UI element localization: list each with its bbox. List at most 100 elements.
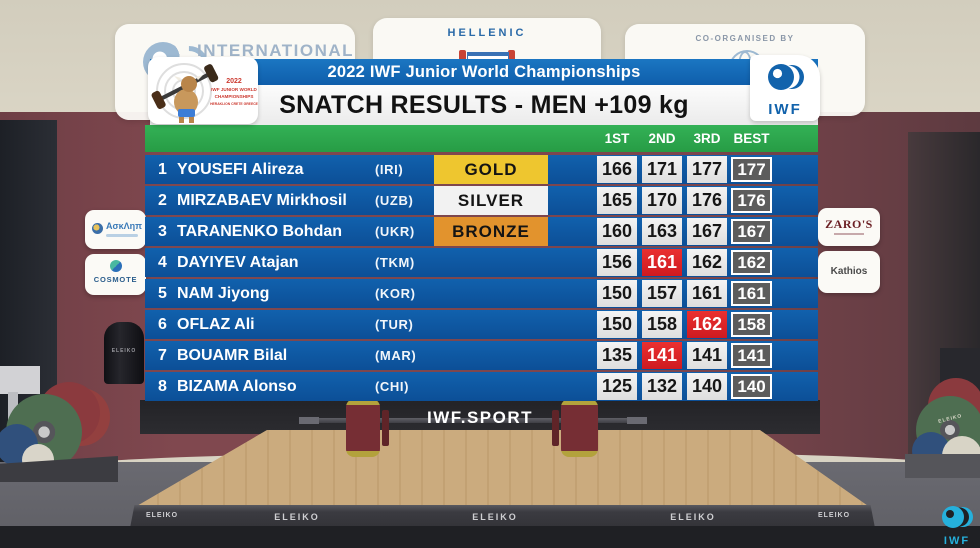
attempt-cell: 125 [597, 373, 637, 400]
best-cell: 162 [731, 250, 772, 275]
asklepios-icon [92, 223, 103, 234]
result-row: 2 MIRZABAEV Mirkhosil (UZB) SILVER 165 170 176… [145, 186, 818, 215]
attempt-cell: 158 [642, 311, 682, 338]
athlete-name: 7 BOUAMR Bilal [158, 341, 287, 370]
athlete-rank: 7 [158, 347, 167, 364]
athlete-country: (UKR) [375, 224, 415, 239]
attempt-cell: 170 [642, 187, 682, 214]
iwf-logo-icon [768, 64, 804, 90]
sponsor-label: COSMOTE [93, 275, 138, 284]
mascot-line: HERAKLION CRETE GREECE [210, 102, 258, 106]
attempt-cell: 141 [687, 342, 727, 369]
banner-coorganised-title: CO-ORGANISED BY [695, 34, 795, 43]
iwf-watermark-label: IWF [943, 535, 971, 547]
column-header-2nd: 2ND [648, 131, 676, 146]
athlete-country: (MAR) [375, 348, 417, 363]
result-row: 7 BOUAMR Bilal (MAR) 135 141 141 141 [145, 341, 818, 370]
speaker: ELEIKO [104, 322, 144, 384]
column-header-1st: 1ST [604, 131, 630, 146]
attempt-cell: 161 [642, 249, 682, 276]
athlete-name: 2 MIRZABAEV Mirkhosil [158, 186, 347, 215]
results-rows: 1 YOUSEFI Alireza (IRI) GOLD 166 171 177 177 2 MI… [145, 155, 818, 403]
mascot-logo-card: 2022 IWF JUNIOR WORLD CHAMPIONSHIPS HERA… [148, 57, 258, 124]
attempt-cell: 157 [642, 280, 682, 307]
attempt-cell: 177 [687, 156, 727, 183]
column-header-bar: 1ST 2ND 3RD BEST [145, 125, 818, 152]
result-row: 4 DAYIYEV Atajan (TKM) 156 161 162 162 [145, 248, 818, 277]
letterbox-bar [0, 526, 980, 548]
athlete-rank: 6 [158, 316, 167, 333]
mascot-line: CHAMPIONSHIPS [215, 94, 254, 99]
iwf-card-label: IWF [768, 101, 802, 118]
attempt-cell: 156 [597, 249, 637, 276]
platform-brand: ELEIKO [145, 512, 179, 519]
column-header-best: BEST [733, 131, 770, 146]
medal-badge: GOLD [434, 155, 548, 184]
athlete-name: 8 BIZAMA Alonso [158, 372, 297, 401]
athlete-rank: 3 [158, 223, 167, 240]
sponsor-card-zaros: ZARO'S [818, 208, 880, 246]
athlete-country: (IRI) [375, 162, 404, 177]
attempt-cell: 162 [687, 249, 727, 276]
sponsor-subline [834, 233, 864, 235]
sponsor-label: ΑσκΛηπ [106, 221, 143, 231]
barbell-sleeve [299, 417, 319, 424]
barbell-bar [318, 418, 628, 423]
athlete-name: 4 DAYIYEV Atajan [158, 248, 299, 277]
attempt-cell: 165 [597, 187, 637, 214]
athlete-rank: 4 [158, 254, 167, 271]
athlete-name: 1 YOUSEFI Alireza [158, 155, 304, 184]
mascot-line: IWF JUNIOR WORLD [211, 87, 257, 92]
platform-brand: ELEIKO [670, 512, 716, 522]
barbell-plate [346, 399, 380, 457]
attempt-cell: 140 [687, 373, 727, 400]
athlete-rank: 8 [158, 378, 167, 395]
best-cell: 140 [731, 374, 772, 399]
result-row: 3 TARANENKO Bohdan (UKR) BRONZE 160 163 167 167 [145, 217, 818, 246]
athlete-country: (UZB) [375, 193, 414, 208]
attempt-cell: 163 [642, 218, 682, 245]
barbell-sleeve [627, 417, 647, 424]
best-cell: 176 [731, 188, 772, 213]
attempt-cell: 160 [597, 218, 637, 245]
attempt-cell: 150 [597, 280, 637, 307]
platform-front-edge: ELEIKO ELEIKO ELEIKO ELEIKO ELEIKO [130, 505, 875, 528]
athlete-name: 3 TARANENKO Bohdan [158, 217, 342, 246]
barbell-plate [561, 399, 598, 457]
sponsor-card-kathios: Kathios [818, 251, 880, 293]
mascot-line-year: 2022 [226, 78, 242, 85]
result-row: 8 BIZAMA Alonso (CHI) 125 132 140 140 [145, 372, 818, 401]
competition-bar: 2022 IWF Junior World Championships [150, 59, 818, 85]
athlete-country: (CHI) [375, 379, 410, 394]
platform-brand: ELEIKO [817, 512, 851, 519]
best-cell: 161 [731, 281, 772, 306]
attempt-cell: 176 [687, 187, 727, 214]
sponsor-label: Kathios [830, 266, 868, 277]
attempt-cell: 161 [687, 280, 727, 307]
results-title: SNATCH RESULTS - MEN +109 kg [150, 85, 818, 125]
best-cell: 141 [731, 343, 772, 368]
medal-badge: SILVER [434, 186, 548, 215]
plate-rack [905, 454, 980, 478]
athlete-name: 5 NAM Jiyong [158, 279, 269, 308]
sponsor-label: ZARO'S [825, 217, 873, 231]
sponsor-card-cosmote: COSMOTE [85, 254, 146, 295]
athlete-rank: 2 [158, 192, 167, 209]
banner-hellenic-title: HELLENIC [447, 27, 527, 39]
barbell-collar [382, 410, 389, 446]
best-cell: 167 [731, 219, 772, 244]
iwf-logo-card: IWF [750, 55, 820, 121]
attempt-cell: 167 [687, 218, 727, 245]
iwf-watermark: IWF [934, 502, 980, 548]
athlete-rank: 1 [158, 161, 167, 178]
attempt-cell: 150 [597, 311, 637, 338]
best-cell: 158 [731, 312, 772, 337]
platform-brand: ELEIKO [274, 512, 320, 522]
attempt-cell: 132 [642, 373, 682, 400]
barbell-collar [552, 410, 559, 446]
mascot-icon: 2022 IWF JUNIOR WORLD CHAMPIONSHIPS HERA… [151, 63, 258, 123]
banner-line: INTERNATIONAL [197, 41, 355, 60]
column-header-3rd: 3RD [693, 131, 721, 146]
attempt-cell: 141 [642, 342, 682, 369]
